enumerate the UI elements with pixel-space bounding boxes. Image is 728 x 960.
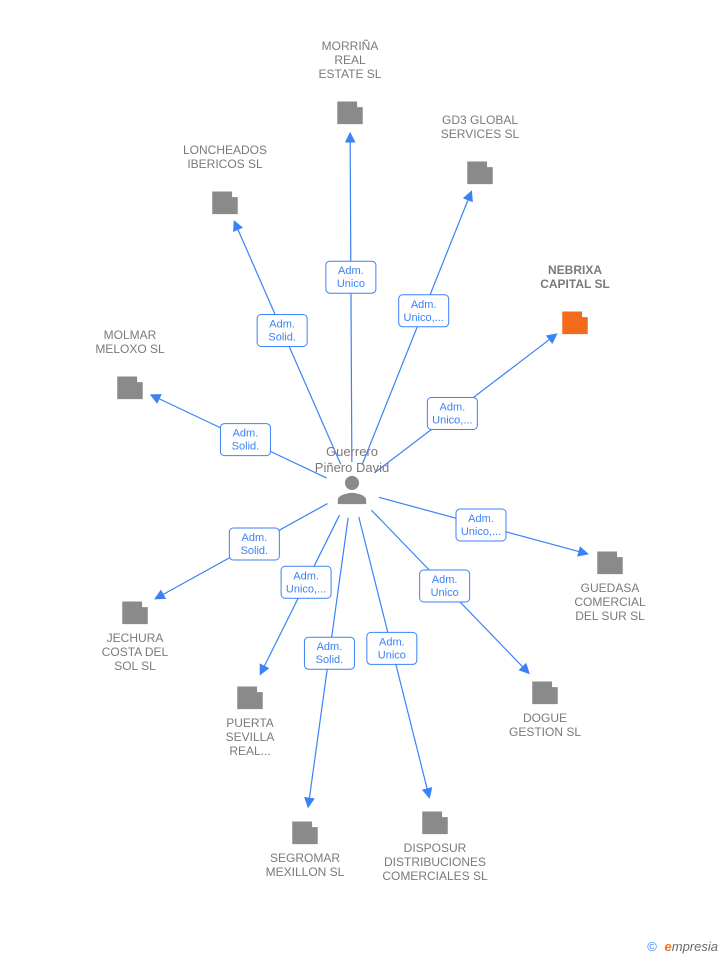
company-label: MOLMAR bbox=[104, 328, 157, 342]
brand-initial: e bbox=[665, 939, 672, 954]
svg-text:Adm.: Adm. bbox=[233, 428, 259, 440]
svg-text:Unico,...: Unico,... bbox=[286, 583, 326, 595]
brand-rest: mpresia bbox=[672, 939, 718, 954]
company-node[interactable]: DISPOSURDISTRIBUCIONESCOMERCIALES SL bbox=[382, 812, 488, 884]
company-label: REAL... bbox=[229, 744, 270, 758]
company-node[interactable]: PUERTASEVILLAREAL... bbox=[226, 687, 275, 759]
svg-text:Adm.: Adm. bbox=[411, 299, 437, 311]
company-label: COMERCIAL bbox=[574, 595, 646, 609]
company-label: GD3 GLOBAL bbox=[442, 113, 518, 127]
company-node[interactable]: NEBRIXACAPITAL SL bbox=[540, 263, 610, 334]
company-node[interactable]: MORRIÑAREALESTATE SL bbox=[319, 39, 382, 124]
svg-text:Adm.: Adm. bbox=[379, 636, 405, 648]
company-label: DISTRIBUCIONES bbox=[384, 855, 486, 869]
company-node[interactable]: JECHURACOSTA DELSOL SL bbox=[102, 602, 169, 674]
edge-label: Adm.Unico bbox=[326, 261, 376, 293]
edge-label: Adm.Unico,... bbox=[281, 566, 331, 598]
svg-text:Solid.: Solid. bbox=[268, 332, 296, 344]
person-label: Guerrero bbox=[326, 444, 378, 459]
company-label: DOGUE bbox=[523, 711, 567, 725]
company-label: JECHURA bbox=[107, 631, 164, 645]
svg-text:Adm.: Adm. bbox=[317, 641, 343, 653]
company-label: LONCHEADOS bbox=[183, 143, 267, 157]
copyright-symbol: © bbox=[647, 939, 657, 954]
svg-text:Unico,...: Unico,... bbox=[461, 526, 501, 538]
person-node[interactable]: GuerreroPiñero David bbox=[315, 444, 389, 504]
company-label: NEBRIXA bbox=[548, 263, 602, 277]
svg-text:Unico: Unico bbox=[431, 587, 459, 599]
svg-text:Unico,...: Unico,... bbox=[432, 415, 472, 427]
svg-text:Adm.: Adm. bbox=[468, 513, 494, 525]
edge-label: Adm.Unico,... bbox=[456, 509, 506, 541]
svg-text:Adm.: Adm. bbox=[269, 319, 295, 331]
person-label: Piñero David bbox=[315, 460, 389, 475]
company-label: CAPITAL SL bbox=[540, 277, 610, 291]
company-node[interactable]: GUEDASACOMERCIALDEL SUR SL bbox=[574, 552, 646, 624]
company-label: MORRIÑA bbox=[322, 39, 379, 53]
company-label: MELOXO SL bbox=[95, 342, 165, 356]
company-label: DEL SUR SL bbox=[575, 609, 645, 623]
svg-text:Adm.: Adm. bbox=[293, 570, 319, 582]
network-diagram: Adm.UnicoAdm.Unico,...Adm.Solid.Adm.Unic… bbox=[0, 0, 728, 960]
svg-text:Adm.: Adm. bbox=[432, 574, 458, 586]
edge bbox=[350, 134, 352, 462]
company-node[interactable]: GD3 GLOBALSERVICES SL bbox=[441, 113, 520, 184]
company-label: COMERCIALES SL bbox=[382, 869, 488, 883]
company-node[interactable]: SEGROMARMEXILLON SL bbox=[266, 822, 345, 880]
company-label: MEXILLON SL bbox=[266, 865, 345, 879]
company-node[interactable]: MOLMARMELOXO SL bbox=[95, 328, 165, 399]
company-label: SEVILLA bbox=[226, 730, 275, 744]
company-label: IBERICOS SL bbox=[187, 157, 263, 171]
edge-label: Adm.Unico,... bbox=[427, 398, 477, 430]
company-label: SEGROMAR bbox=[270, 851, 340, 865]
footer: © empresia bbox=[647, 939, 718, 954]
svg-text:Solid.: Solid. bbox=[241, 545, 269, 557]
edge-label: Adm.Solid. bbox=[220, 424, 270, 456]
svg-text:Solid.: Solid. bbox=[232, 441, 260, 453]
edge-label: Adm.Unico bbox=[367, 632, 417, 664]
company-label: PUERTA bbox=[226, 716, 274, 730]
company-label: DISPOSUR bbox=[404, 841, 467, 855]
company-label: ESTATE SL bbox=[319, 67, 382, 81]
company-label: SOL SL bbox=[114, 659, 156, 673]
edge-label: Adm.Solid. bbox=[304, 637, 354, 669]
company-label: COSTA DEL bbox=[102, 645, 169, 659]
company-node[interactable]: LONCHEADOSIBERICOS SL bbox=[183, 143, 267, 214]
company-node[interactable]: DOGUEGESTION SL bbox=[509, 682, 581, 740]
svg-text:Adm.: Adm. bbox=[440, 402, 466, 414]
edge-label: Adm.Solid. bbox=[257, 315, 307, 347]
edge-label: Adm.Unico bbox=[420, 570, 470, 602]
svg-text:Unico: Unico bbox=[337, 278, 365, 290]
edge-label: Adm.Unico,... bbox=[399, 295, 449, 327]
svg-text:Unico: Unico bbox=[378, 649, 406, 661]
company-label: GUEDASA bbox=[581, 581, 640, 595]
company-label: GESTION SL bbox=[509, 725, 581, 739]
svg-text:Solid.: Solid. bbox=[316, 654, 344, 666]
company-label: SERVICES SL bbox=[441, 127, 520, 141]
edge-label: Adm.Solid. bbox=[229, 528, 279, 560]
svg-text:Adm.: Adm. bbox=[242, 532, 268, 544]
company-label: REAL bbox=[334, 53, 366, 67]
svg-text:Unico,...: Unico,... bbox=[404, 312, 444, 324]
svg-text:Adm.: Adm. bbox=[338, 265, 364, 277]
